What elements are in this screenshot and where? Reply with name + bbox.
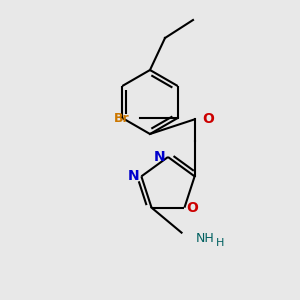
Text: O: O bbox=[187, 201, 198, 215]
Text: N: N bbox=[128, 169, 139, 183]
Text: N: N bbox=[154, 150, 166, 164]
Text: NH: NH bbox=[196, 232, 214, 245]
Text: O: O bbox=[203, 112, 214, 126]
Text: Br: Br bbox=[114, 112, 130, 124]
Text: H: H bbox=[215, 238, 224, 248]
